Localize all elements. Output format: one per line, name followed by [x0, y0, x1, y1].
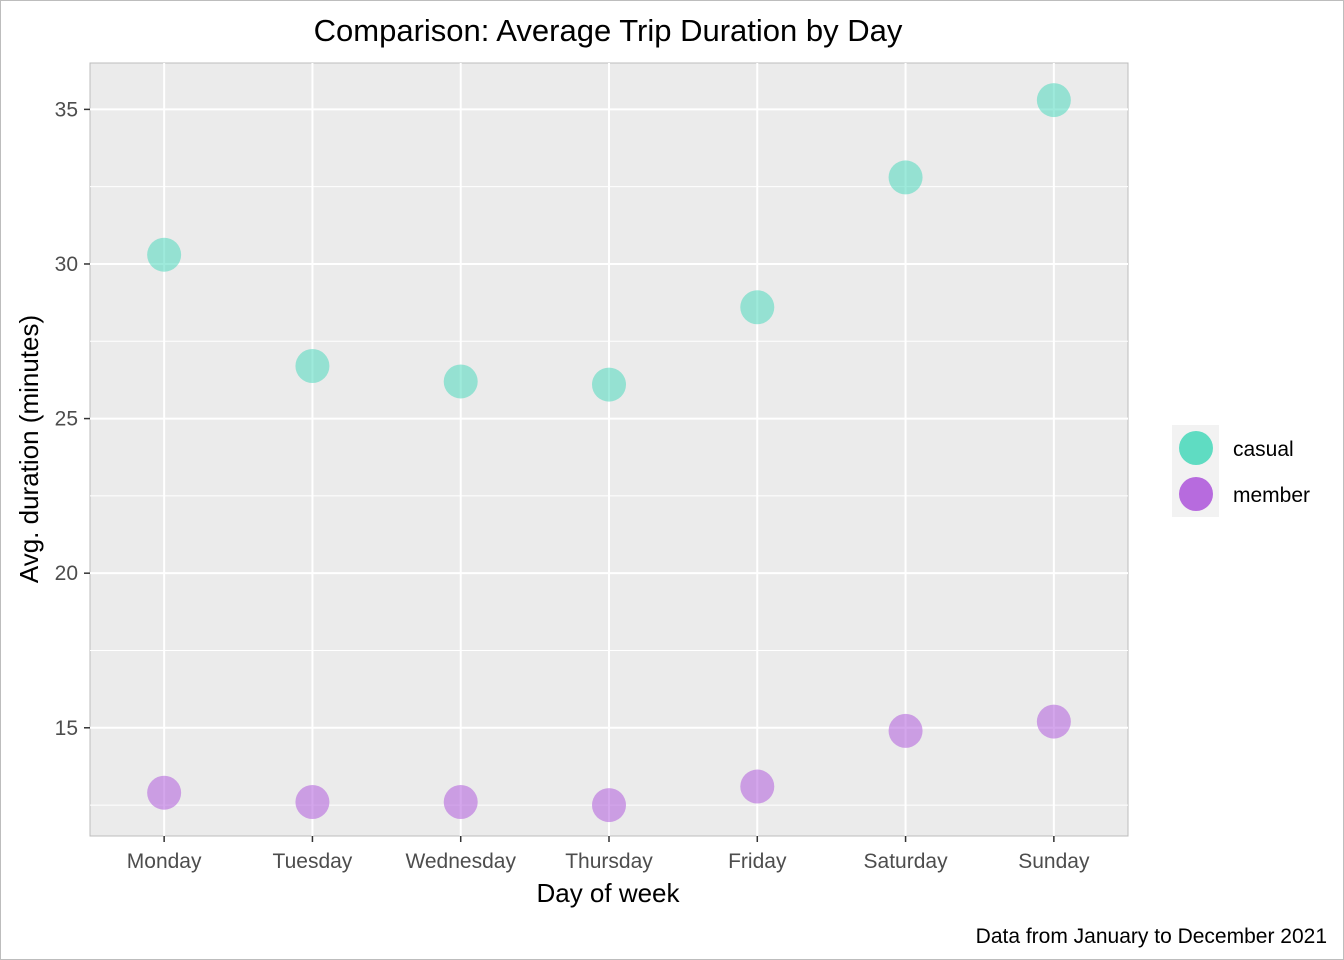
x-tick-label: Tuesday [273, 850, 353, 873]
data-point-member [443, 784, 478, 819]
x-axis-ticks: Monday Tuesday Wednesday Thursday Friday Satu… [127, 836, 1090, 873]
y-tick-label: 20 [55, 562, 78, 585]
data-point-member [592, 788, 626, 823]
x-tick-label: Monday [127, 850, 202, 873]
data-point-casual [295, 349, 330, 384]
x-tick-label: Saturday [864, 850, 949, 873]
data-point-casual [147, 237, 182, 272]
legend-key-casual [1179, 431, 1213, 465]
x-tick-label: Friday [728, 850, 787, 873]
legend-key-member [1179, 477, 1213, 511]
y-axis-ticks: 15 20 25 30 35 [55, 98, 90, 740]
data-point-member [295, 784, 330, 819]
y-tick-label: 35 [55, 98, 78, 121]
grid-major [90, 63, 1128, 836]
data-point-member [147, 775, 182, 810]
data-point-member [888, 713, 923, 748]
data-point-casual [592, 367, 626, 402]
y-tick-label: 30 [55, 253, 78, 276]
y-tick-label: 15 [55, 717, 78, 740]
data-points [147, 83, 1071, 823]
y-axis-title: Avg. duration (minutes) [14, 315, 44, 583]
data-point-member [1036, 704, 1071, 739]
x-axis-title: Day of week [536, 878, 680, 908]
chart-caption: Data from January to December 2021 [976, 925, 1327, 948]
data-point-casual [740, 290, 775, 325]
legend-label-casual: casual [1233, 438, 1294, 461]
data-point-casual [1036, 83, 1071, 118]
legend: casual member [1172, 425, 1310, 517]
y-tick-label: 25 [55, 408, 78, 431]
chart-title: Comparison: Average Trip Duration by Day [314, 13, 903, 48]
legend-label-member: member [1233, 484, 1310, 507]
data-point-casual [888, 160, 923, 195]
data-point-member [740, 769, 775, 804]
data-point-casual [443, 364, 478, 399]
x-tick-label: Wednesday [405, 850, 516, 873]
x-tick-label: Sunday [1018, 850, 1090, 873]
x-tick-label: Thursday [565, 850, 653, 873]
